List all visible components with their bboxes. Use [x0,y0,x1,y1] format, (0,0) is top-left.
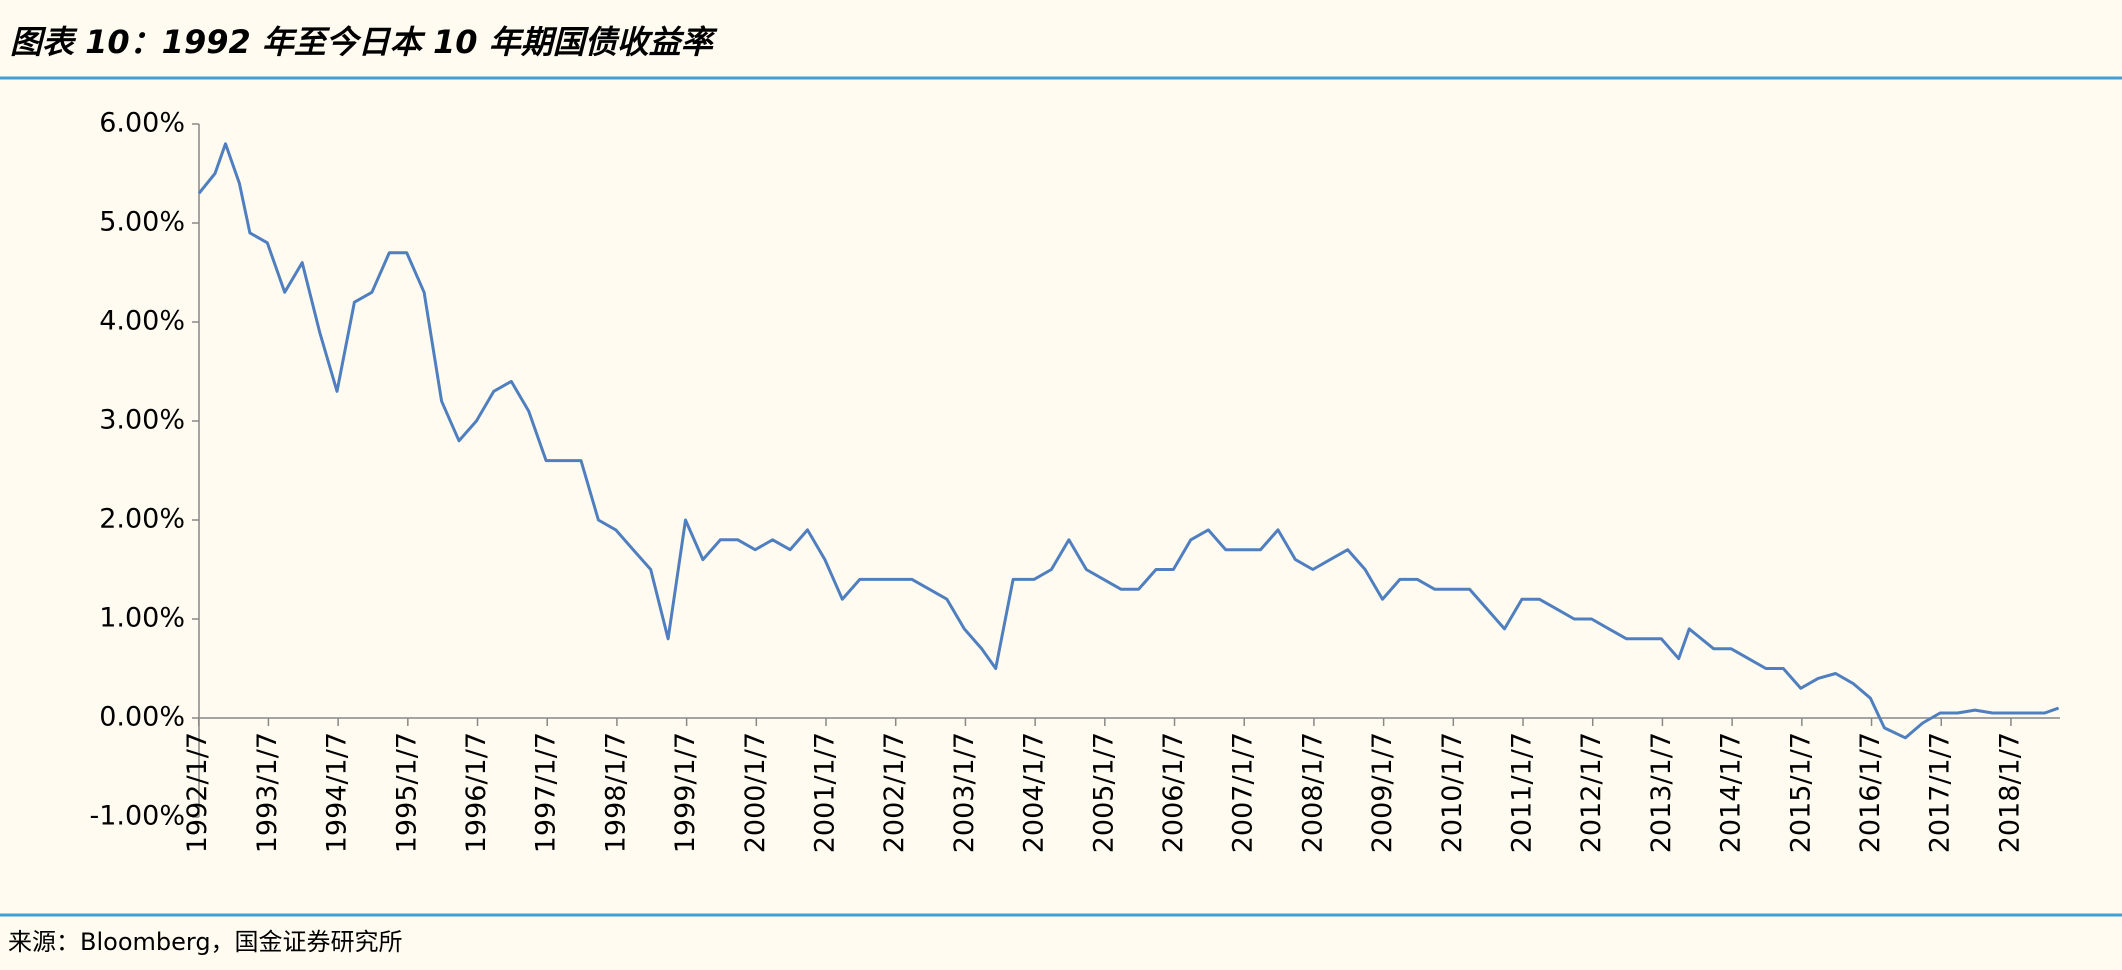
y-tick-label: 4.00% [99,306,185,337]
y-tick-label: -1.00% [89,801,185,832]
x-tick-label: 2017/1/7 [1925,732,1956,853]
x-tick-label: 2018/1/7 [1994,732,2025,853]
y-tick-label: 5.00% [99,207,185,238]
x-tick-label: 1992/1/7 [182,732,213,853]
y-tick-label: 2.00% [99,504,185,535]
x-tick-label: 1994/1/7 [322,732,353,853]
x-tick-label: 2013/1/7 [1646,732,1677,853]
x-tick-label: 2002/1/7 [879,732,910,853]
y-tick-label: 0.00% [99,702,185,733]
source: 来源：Bloomberg，国金证券研究所 [8,928,403,956]
y-tick-label: 3.00% [99,405,185,436]
x-tick-label: 2000/1/7 [740,732,771,853]
x-tick-label: 1999/1/7 [670,732,701,853]
x-tick-label: 1995/1/7 [391,732,422,853]
x-tick-label: 2011/1/7 [1507,732,1538,853]
x-tick-label: 1996/1/7 [461,732,492,853]
x-tick-label: 2004/1/7 [1019,732,1050,853]
x-tick-label: 2014/1/7 [1716,732,1747,853]
x-tick-label: 2007/1/7 [1228,732,1259,853]
x-tick-label: 1998/1/7 [600,732,631,853]
x-tick-label: 2005/1/7 [1088,732,1119,853]
x-tick-label: 2010/1/7 [1437,732,1468,853]
x-tick-label: 1993/1/7 [252,732,283,853]
y-tick-label: 1.00% [99,603,185,634]
x-tick-label: 2006/1/7 [1158,732,1189,853]
x-tick-label: 2012/1/7 [1576,732,1607,853]
x-tick-label: 2009/1/7 [1367,732,1398,853]
x-tick-label: 2001/1/7 [810,732,841,853]
x-tick-label: 2015/1/7 [1785,732,1816,853]
chart-title: 图表 10：1992 年至今日本 10 年期国债收益率 [10,23,718,61]
x-tick-label: 2003/1/7 [949,732,980,853]
x-tick-label: 2016/1/7 [1855,732,1886,853]
line-series [197,142,2060,740]
x-tick-label: 2008/1/7 [1297,732,1328,853]
y-tick-label: 6.00% [99,108,185,139]
x-tick-label: 1997/1/7 [531,732,562,853]
